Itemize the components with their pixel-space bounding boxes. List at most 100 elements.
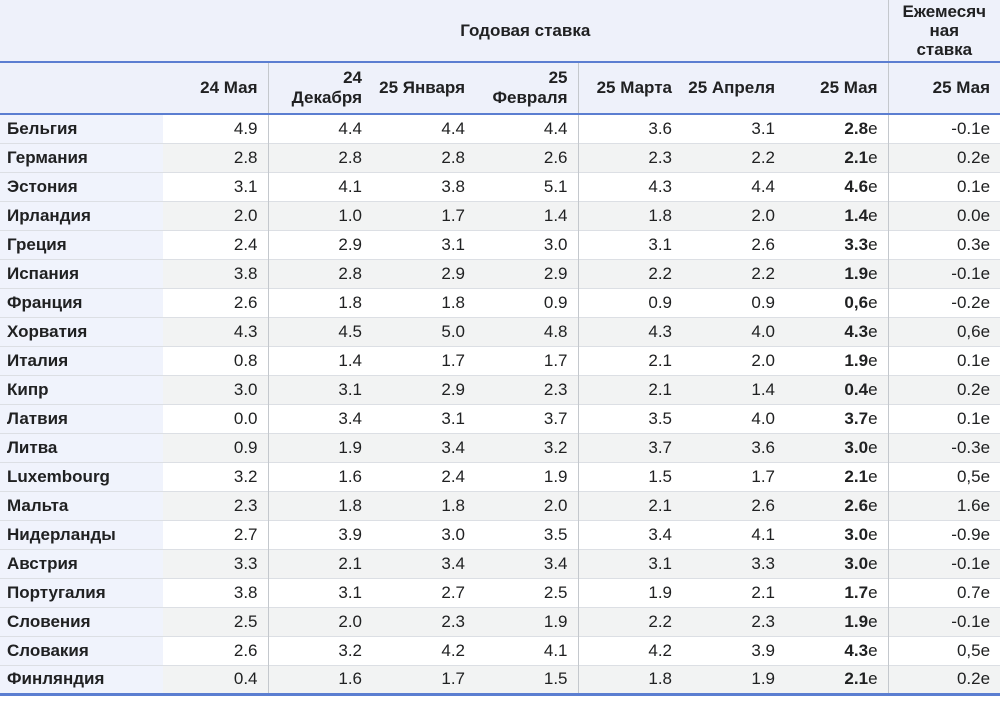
- rate-cell: 2.2: [682, 258, 785, 288]
- rate-cell: 2.0: [475, 490, 578, 520]
- may25-estimate-cell: 4.3e: [785, 635, 889, 665]
- rate-cell: 3.1: [577, 548, 682, 578]
- rate-cell: 3.2: [267, 635, 372, 665]
- monthly-rate-cell: 0.2e: [887, 374, 1000, 404]
- rate-cell: 3.1: [372, 229, 475, 259]
- rate-cell: 3.0: [372, 519, 475, 549]
- rate-cell: 1.8: [372, 287, 475, 317]
- table-row: Эстония 3.1 4.1 3.8 5.1 4.3 4.4 4.6e 0.1e: [0, 171, 1000, 201]
- table-row: Финляндия 0.4 1.6 1.7 1.5 1.8 1.9 2.1e 0.2e: [0, 664, 1000, 694]
- may25-estimate-cell: 3.3e: [785, 229, 889, 259]
- table-row: Австрия 3.3 2.1 3.4 3.4 3.1 3.3 3.0e -0.1e: [0, 548, 1000, 578]
- rate-cell: 3.7: [475, 403, 578, 433]
- table-row: Литва 0.9 1.9 3.4 3.2 3.7 3.6 3.0e -0.3e: [0, 432, 1000, 462]
- country-cell: Испания: [0, 258, 163, 288]
- rate-cell: 4.3: [577, 316, 682, 346]
- rate-cell: 1.0: [267, 200, 372, 230]
- rate-cell: 3.3: [682, 548, 785, 578]
- rate-cell: 4.4: [372, 114, 475, 143]
- rate-cell: 2.3: [163, 490, 268, 520]
- rate-cell: 2.5: [475, 577, 578, 607]
- may25-estimate-cell: 1.9e: [785, 258, 889, 288]
- annual-rate-group-header: Годовая ставка: [163, 0, 889, 63]
- rate-cell: 0.8: [163, 345, 268, 375]
- rate-cell: 1.7: [372, 200, 475, 230]
- rate-cell: 2.6: [682, 229, 785, 259]
- country-cell: Германия: [0, 142, 163, 172]
- date-header: 25 Марта: [577, 62, 682, 115]
- country-cell: Словакия: [0, 635, 163, 665]
- rate-cell: 2.9: [372, 258, 475, 288]
- table-row: Греция 2.4 2.9 3.1 3.0 3.1 2.6 3.3e 0.3e: [0, 229, 1000, 259]
- rate-cell: 2.3: [372, 606, 475, 636]
- may25-estimate-cell: 3.0e: [785, 548, 889, 578]
- country-cell: Литва: [0, 432, 163, 462]
- monthly-rate-cell: -0.1e: [887, 114, 1000, 143]
- rate-cell: 1.4: [682, 374, 785, 404]
- country-cell: Италия: [0, 345, 163, 375]
- monthly-rate-cell: -0.1e: [887, 548, 1000, 578]
- rate-cell: 2.3: [475, 374, 578, 404]
- rate-cell: 1.9: [577, 577, 682, 607]
- may25-estimate-cell: 1.9e: [785, 606, 889, 636]
- table-row: Португалия 3.8 3.1 2.7 2.5 1.9 2.1 1.7e 0.7e: [0, 577, 1000, 607]
- rate-cell: 1.9: [682, 664, 785, 694]
- rate-cell: 3.8: [163, 258, 268, 288]
- rate-cell: 3.8: [372, 171, 475, 201]
- rate-cell: 2.0: [267, 606, 372, 636]
- table-row: Кипр 3.0 3.1 2.9 2.3 2.1 1.4 0.4e 0.2e: [0, 374, 1000, 404]
- rate-cell: 2.0: [682, 200, 785, 230]
- rates-table: Годовая ставка Ежемесячная ставка 24 Мая…: [0, 0, 1000, 696]
- may25-estimate-cell: 1.4e: [785, 200, 889, 230]
- rate-cell: 3.8: [163, 577, 268, 607]
- rate-cell: 1.7: [372, 345, 475, 375]
- country-cell: Кипр: [0, 374, 163, 404]
- rate-cell: 2.3: [577, 142, 682, 172]
- table-row: Бельгия 4.9 4.4 4.4 4.4 3.6 3.1 2.8e -0.1e: [0, 114, 1000, 143]
- corner-cell: [0, 0, 163, 63]
- may25-estimate-cell: 0.4e: [785, 374, 889, 404]
- country-cell: Мальта: [0, 490, 163, 520]
- date-header: 24 Декабря: [267, 62, 372, 115]
- rate-cell: 3.7: [577, 432, 682, 462]
- rate-cell: 2.7: [372, 577, 475, 607]
- may25-estimate-cell: 3.0e: [785, 519, 889, 549]
- rate-cell: 3.6: [682, 432, 785, 462]
- rate-cell: 2.0: [163, 200, 268, 230]
- monthly-date-header: 25 Мая: [887, 62, 1000, 115]
- rate-cell: 2.2: [682, 142, 785, 172]
- rate-cell: 2.5: [163, 606, 268, 636]
- monthly-rate-cell: -0.3e: [887, 432, 1000, 462]
- rate-cell: 4.4: [682, 171, 785, 201]
- may25-estimate-cell: 0,6e: [785, 287, 889, 317]
- rate-cell: 3.3: [163, 548, 268, 578]
- rate-cell: 0.0: [163, 403, 268, 433]
- rate-cell: 3.4: [577, 519, 682, 549]
- rate-cell: 2.2: [577, 606, 682, 636]
- rate-cell: 2.1: [267, 548, 372, 578]
- date-header: 24 Мая: [163, 62, 268, 115]
- rate-cell: 2.0: [682, 345, 785, 375]
- monthly-rate-cell: 0,5e: [887, 461, 1000, 491]
- rate-cell: 3.4: [372, 548, 475, 578]
- rate-cell: 1.8: [577, 664, 682, 694]
- rate-cell: 4.4: [475, 114, 578, 143]
- rate-cell: 2.9: [267, 229, 372, 259]
- rate-cell: 2.1: [577, 374, 682, 404]
- country-cell: Франция: [0, 287, 163, 317]
- country-cell: Хорватия: [0, 316, 163, 346]
- country-cell: Нидерланды: [0, 519, 163, 549]
- country-cell: Финляндия: [0, 664, 163, 694]
- monthly-rate-cell: -0.1e: [887, 258, 1000, 288]
- rate-cell: 2.7: [163, 519, 268, 549]
- table-row: Нидерланды 2.7 3.9 3.0 3.5 3.4 4.1 3.0e -0.9e: [0, 519, 1000, 549]
- table-row: Испания 3.8 2.8 2.9 2.9 2.2 2.2 1.9e -0.1e: [0, 258, 1000, 288]
- rate-cell: 4.3: [577, 171, 682, 201]
- monthly-rate-cell: 0,5e: [887, 635, 1000, 665]
- rate-cell: 0.9: [475, 287, 578, 317]
- rate-cell: 3.9: [682, 635, 785, 665]
- rate-cell: 4.2: [372, 635, 475, 665]
- may25-estimate-cell: 2.1e: [785, 142, 889, 172]
- monthly-rate-cell: 0.1e: [887, 403, 1000, 433]
- rate-cell: 1.8: [372, 490, 475, 520]
